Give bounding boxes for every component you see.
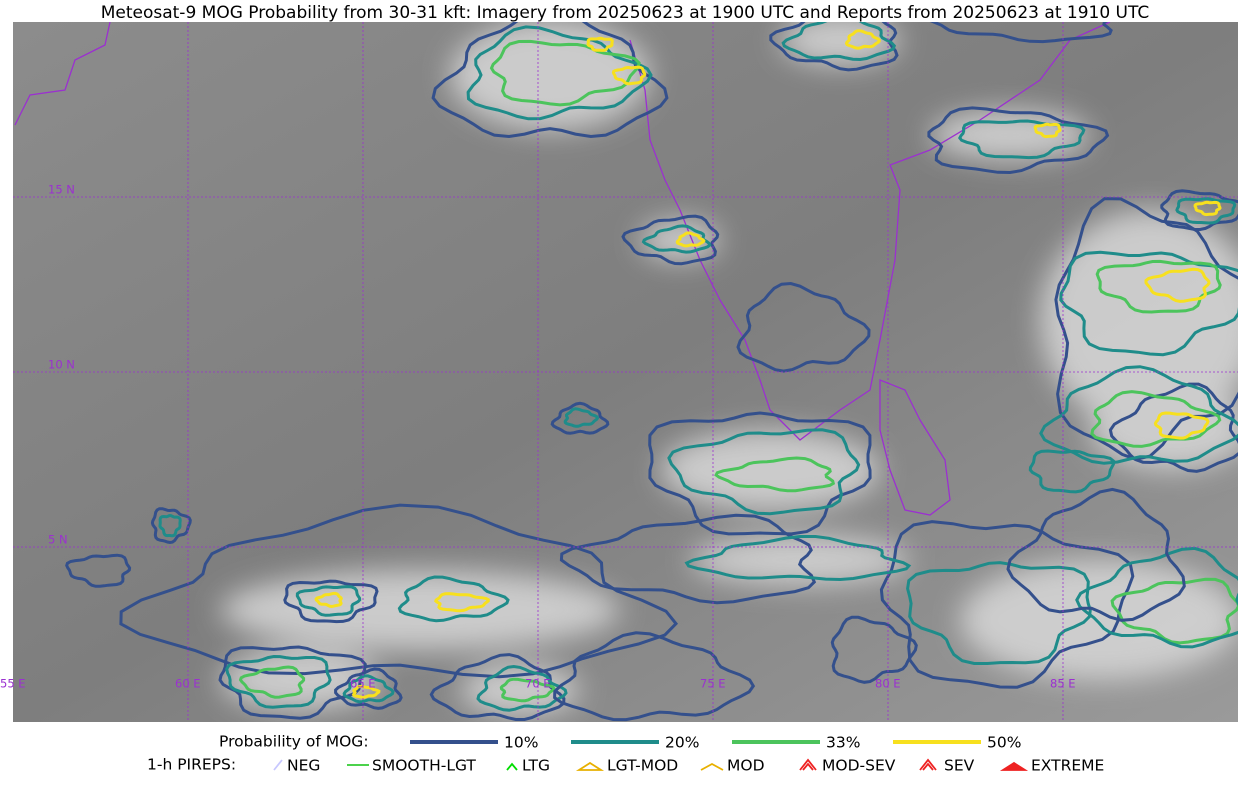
pirep-label: LGT-MOD <box>607 757 678 775</box>
lon-label: 85 E <box>1050 677 1076 691</box>
contour <box>499 677 556 703</box>
contour <box>150 507 192 545</box>
contour <box>769 22 899 72</box>
contour <box>553 631 756 722</box>
contour <box>238 665 306 699</box>
contour <box>929 22 1113 44</box>
pirep-label: SEV <box>944 757 975 775</box>
contour <box>736 281 871 373</box>
pirep-icon <box>799 758 817 771</box>
contour <box>314 591 343 609</box>
mog-contours <box>65 22 1238 722</box>
contour <box>334 667 403 710</box>
contour <box>830 615 918 684</box>
contour <box>1153 411 1210 440</box>
lat-label: 10 N <box>48 358 75 372</box>
lon-label: 65 E <box>350 677 376 691</box>
contour <box>684 535 912 582</box>
contour <box>906 561 1092 665</box>
contour <box>844 29 881 50</box>
pirep-label: SMOOTH-LGT <box>372 757 476 775</box>
pirep-label: NEG <box>287 757 320 775</box>
pirep-icon <box>919 758 937 771</box>
contour <box>1006 487 1186 622</box>
coastline <box>14 22 1111 516</box>
cloud-tops <box>220 22 1238 715</box>
contour <box>781 22 897 62</box>
contour <box>351 684 381 699</box>
lon-label: 80 E <box>875 677 901 691</box>
pirep-icon <box>999 761 1029 771</box>
contour <box>586 36 614 52</box>
contour <box>879 520 1135 689</box>
contour <box>675 231 706 248</box>
contour <box>397 575 510 623</box>
contour <box>563 407 600 428</box>
pirep-label: MOD <box>727 757 765 775</box>
contour <box>550 401 610 435</box>
contour <box>1144 267 1211 303</box>
legend-label: 50% <box>987 734 1021 752</box>
contour <box>611 65 647 86</box>
mog-legend-label: Probability of MOG: <box>219 733 369 751</box>
legend-label: 33% <box>826 734 860 752</box>
contour <box>434 592 490 613</box>
contour <box>641 224 712 254</box>
contour <box>1108 382 1238 473</box>
lon-label: 75 E <box>700 677 726 691</box>
pirep-label: LTG <box>522 757 550 775</box>
contour <box>1033 122 1062 139</box>
contour <box>431 22 669 139</box>
contour <box>1075 546 1238 649</box>
map-area <box>13 22 1238 722</box>
lon-label: 55 E <box>0 677 26 691</box>
contour <box>621 214 720 266</box>
pirep-icon <box>506 762 518 771</box>
legend-label: 20% <box>665 734 699 752</box>
contour <box>65 553 132 588</box>
contour <box>283 579 379 624</box>
title: Meteosat-9 MOG Probability from 30-31 kf… <box>101 3 1150 23</box>
legend-label: 10% <box>504 734 538 752</box>
lon-label: 60 E <box>175 677 201 691</box>
legend: Probability of MOG: 1-h PIREPS: 10% 20% 33… <box>147 733 1104 775</box>
pirep-icon <box>273 759 283 771</box>
lat-label: 5 N <box>48 533 68 547</box>
contour <box>1110 577 1238 645</box>
lat-lon-grid <box>13 22 1238 722</box>
contour <box>559 513 817 605</box>
contour <box>295 585 362 617</box>
contour <box>927 106 1110 175</box>
contour <box>714 456 836 493</box>
contour <box>158 513 182 538</box>
pirep-label: EXTREME <box>1031 757 1104 775</box>
pirep-icon <box>700 762 724 771</box>
contour <box>429 653 566 721</box>
contour <box>667 428 861 516</box>
contour <box>1028 449 1115 494</box>
contour <box>218 645 367 720</box>
contour <box>342 674 395 704</box>
contour <box>1193 200 1222 217</box>
contour <box>648 411 872 536</box>
contour <box>225 654 332 709</box>
contour <box>1039 365 1238 465</box>
lon-label: 70 E <box>525 677 551 691</box>
pirep-icon <box>575 761 605 771</box>
contour <box>1175 197 1237 225</box>
contour <box>1095 259 1222 314</box>
contour <box>476 664 568 712</box>
pirep-legend-label: 1-h PIREPS: <box>147 756 236 774</box>
grid-labels: 15 N 10 N 5 N 55 E 60 E 65 E 70 E 75 E 80 E 85 E <box>0 183 1076 691</box>
lat-label: 15 N <box>48 183 75 197</box>
pirep-label: MOD-SEV <box>822 757 896 775</box>
